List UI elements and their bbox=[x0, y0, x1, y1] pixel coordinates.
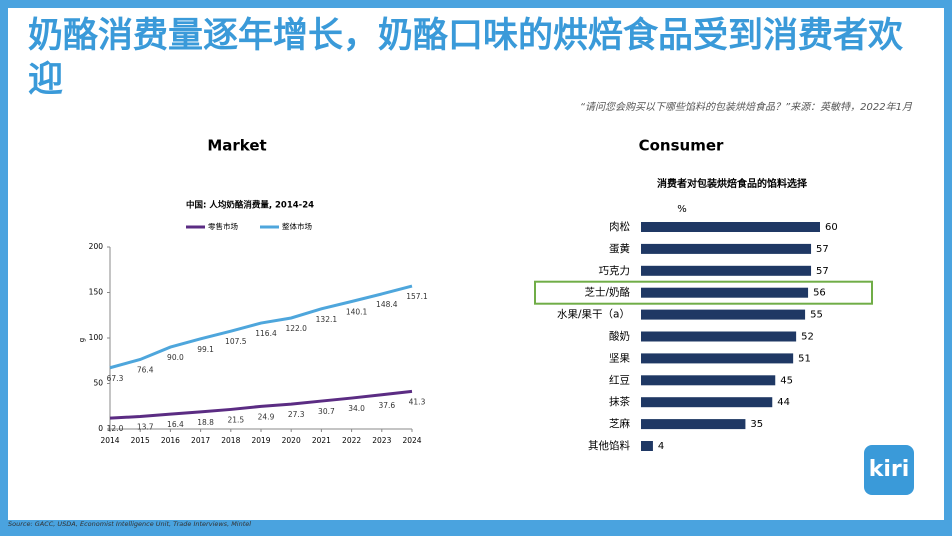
x-tick-label: 2024 bbox=[402, 436, 421, 445]
bar bbox=[641, 265, 812, 276]
x-tick-label: 2022 bbox=[342, 436, 361, 445]
data-label: 67.3 bbox=[107, 374, 124, 383]
data-label: 27.3 bbox=[288, 410, 305, 419]
data-label: 60 bbox=[825, 222, 838, 233]
category-label: 水果/果干（a） bbox=[557, 309, 630, 321]
y-axis-label: g bbox=[78, 338, 86, 342]
bar bbox=[641, 222, 820, 232]
x-tick-label: 2021 bbox=[312, 436, 331, 445]
data-label: 41.3 bbox=[409, 397, 426, 406]
bar bbox=[641, 441, 653, 451]
data-label: 99.1 bbox=[197, 345, 214, 354]
x-tick-label: 2014 bbox=[100, 436, 119, 445]
data-label: 140.1 bbox=[346, 308, 368, 317]
panel-heading: Market bbox=[207, 137, 266, 155]
legend-label: 零售市场 bbox=[208, 221, 238, 231]
x-tick-label: 2016 bbox=[161, 436, 180, 445]
slide-body bbox=[8, 8, 944, 520]
data-label: 45 bbox=[780, 375, 793, 386]
data-label: 90.0 bbox=[167, 353, 184, 362]
data-label: 34.0 bbox=[348, 404, 365, 413]
bar bbox=[641, 375, 776, 386]
data-label: 24.9 bbox=[258, 412, 275, 421]
data-label: 116.4 bbox=[255, 329, 277, 338]
data-label: 148.4 bbox=[376, 300, 398, 309]
charts: Market 中国: 人均奶酪消费量, 2014-24 g 0 50 100 150 200 2… bbox=[78, 137, 873, 452]
unit-label: % bbox=[677, 204, 687, 215]
data-label: 44 bbox=[777, 397, 790, 408]
x-tick-label: 2019 bbox=[251, 436, 270, 445]
x-tick-label: 2015 bbox=[131, 436, 150, 445]
data-label: 52 bbox=[801, 332, 814, 343]
data-label: 37.6 bbox=[378, 401, 395, 410]
data-label: 57 bbox=[816, 244, 829, 255]
data-label: 51 bbox=[798, 353, 811, 364]
data-label: 12.0 bbox=[107, 424, 124, 433]
data-label: 21.5 bbox=[227, 415, 244, 424]
category-label: 蛋黄 bbox=[609, 242, 630, 255]
y-tick-label: 100 bbox=[89, 333, 104, 342]
category-label: 红豆 bbox=[609, 373, 630, 386]
data-label: 122.0 bbox=[285, 324, 307, 333]
bar bbox=[641, 419, 746, 430]
x-tick-label: 2017 bbox=[191, 436, 210, 445]
bar bbox=[641, 287, 809, 298]
data-label: 16.4 bbox=[167, 420, 184, 429]
bar bbox=[641, 397, 773, 408]
chart-title: 消费者对包装烘焙食品的馅料选择 bbox=[657, 177, 808, 190]
y-tick-label: 0 bbox=[98, 424, 103, 433]
data-label: 4 bbox=[658, 441, 664, 452]
data-label: 13.7 bbox=[137, 423, 154, 432]
series-line bbox=[109, 389, 413, 420]
category-label: 芝士/奶酪 bbox=[584, 286, 630, 299]
data-label: 132.1 bbox=[316, 315, 338, 324]
logo: kiri bbox=[864, 445, 914, 495]
data-label: 107.5 bbox=[225, 337, 247, 346]
x-tick-label: 2018 bbox=[221, 436, 240, 445]
x-tick-label: 2020 bbox=[282, 436, 301, 445]
data-label: 157.1 bbox=[406, 292, 428, 301]
data-label: 18.8 bbox=[197, 418, 214, 427]
bar bbox=[641, 309, 806, 320]
data-label: 56 bbox=[813, 288, 826, 299]
category-label: 巧克力 bbox=[599, 264, 631, 277]
x-tick-label: 2023 bbox=[372, 436, 391, 445]
highlight-box bbox=[534, 280, 873, 305]
bar bbox=[641, 243, 812, 254]
bar bbox=[641, 353, 794, 364]
category-label: 其他馅料 bbox=[588, 439, 630, 452]
y-tick-label: 150 bbox=[89, 288, 104, 297]
category-label: 酸奶 bbox=[609, 330, 630, 343]
data-label: 57 bbox=[816, 266, 829, 277]
quote: “请问您会购买以下哪些馅料的包装烘焙食品？”来源：英敏特，2022年1月 bbox=[579, 102, 912, 113]
source: Source: GACC, USDA, Economist Intelligen… bbox=[8, 520, 252, 528]
legend-label: 整体市场 bbox=[282, 221, 312, 231]
data-label: 55 bbox=[810, 310, 823, 321]
data-label: 35 bbox=[750, 419, 763, 430]
panel-heading: Consumer bbox=[639, 137, 724, 155]
bar bbox=[641, 331, 797, 342]
y-tick-label: 200 bbox=[89, 242, 104, 251]
category-label: 芝麻 bbox=[609, 417, 630, 430]
series-line bbox=[109, 284, 413, 370]
data-label: 30.7 bbox=[318, 407, 335, 416]
chart-title: 中国: 人均奶酪消费量, 2014-24 bbox=[186, 200, 314, 211]
category-label: 坚果 bbox=[609, 352, 630, 364]
category-label: 肉松 bbox=[609, 220, 630, 233]
y-tick-label: 50 bbox=[93, 379, 103, 388]
slide-title: 奶酪消费量逐年增长，奶酪口味的烘焙食品受到消费者欢迎 bbox=[28, 16, 904, 100]
category-label: 抹茶 bbox=[609, 395, 630, 408]
data-label: 76.4 bbox=[137, 365, 154, 374]
